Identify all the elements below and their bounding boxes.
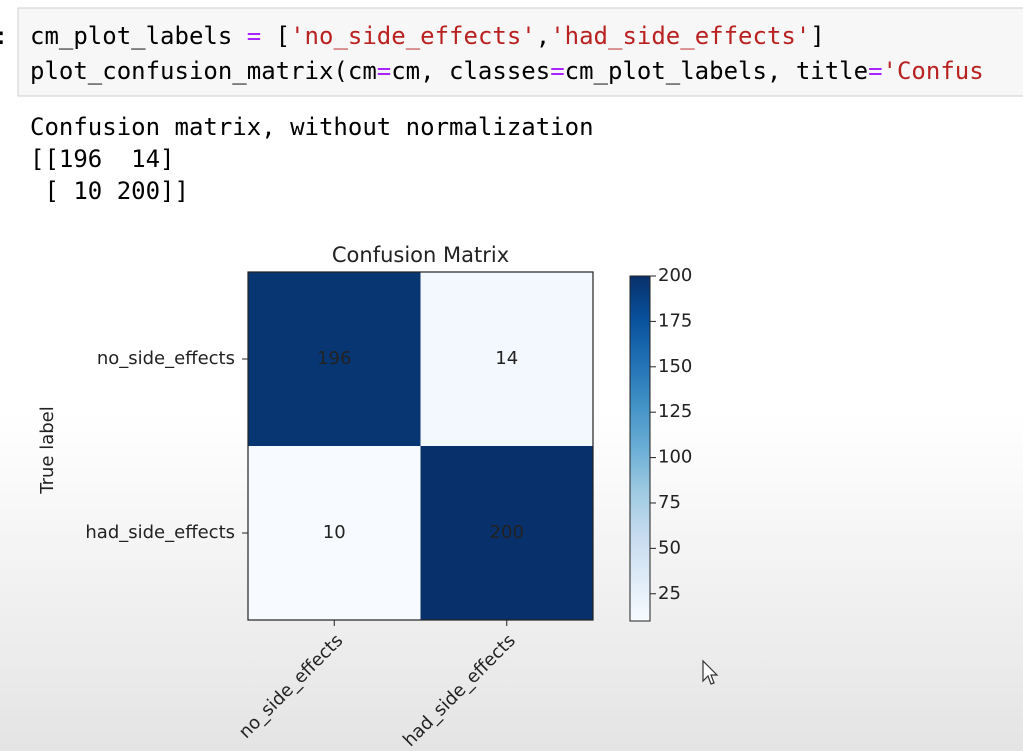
y-tick-label: had_side_effects xyxy=(85,522,235,543)
code-line: cm_plot_labels = ['no_side_effects','had… xyxy=(30,22,825,50)
code-line: plot_confusion_matrix(cm=cm, classes=cm_… xyxy=(30,57,984,85)
code-token: = xyxy=(550,57,564,85)
colorbar-tick-label: 175 xyxy=(658,310,692,331)
output-line: Confusion matrix, without normalization xyxy=(30,113,594,141)
code-token: [ xyxy=(261,22,290,50)
y-axis-label: True label xyxy=(37,406,58,495)
heatmap-cell xyxy=(248,446,421,620)
colorbar-tick-label: 125 xyxy=(658,401,692,422)
y-tick-label: no_side_effects xyxy=(97,348,235,369)
prompt: : xyxy=(0,22,8,50)
cell-label: 196 xyxy=(317,348,351,369)
mouse-cursor xyxy=(702,659,719,685)
output-line: [ 10 200]] xyxy=(30,177,189,205)
code-token: plot_confusion_matrix(cm xyxy=(30,57,377,85)
output-line: [[196 14] xyxy=(30,145,175,173)
output: Confusion matrix, without normalization [… xyxy=(30,113,594,205)
code-token: , xyxy=(536,22,550,50)
code-token: 'Confus xyxy=(883,57,984,85)
axes-frame xyxy=(247,271,594,621)
colorbar-tick-label: 25 xyxy=(658,583,681,604)
code-token: 'no_side_effects' xyxy=(290,22,536,50)
code-token: cm_plot_labels xyxy=(30,22,247,50)
heatmap-cell xyxy=(420,272,593,446)
code: cm_plot_labels = ['no_side_effects','had… xyxy=(30,22,984,85)
heatmap-cell xyxy=(420,446,593,620)
cell-label: 10 xyxy=(323,522,346,543)
colorbar-tick-label: 50 xyxy=(658,537,681,558)
code-token: cm, classes xyxy=(391,57,550,85)
heatmap-cell xyxy=(248,272,421,446)
chart-title: Confusion Matrix xyxy=(332,243,509,267)
code-token: ] xyxy=(810,22,824,50)
code-cell[interactable] xyxy=(17,7,1023,97)
code-token: = xyxy=(377,57,391,85)
cell-label: 14 xyxy=(495,348,518,369)
colorbar-tick-label: 75 xyxy=(658,492,681,513)
code-token: = xyxy=(868,57,882,85)
code-token: cm_plot_labels, title xyxy=(565,57,868,85)
code-token: = xyxy=(247,22,261,50)
colorbar-tick-label: 200 xyxy=(658,265,692,286)
colorbar xyxy=(629,275,651,622)
colorbar-tick-label: 100 xyxy=(658,447,692,468)
colorbar-tick-label: 150 xyxy=(658,356,692,377)
code-token: 'had_side_effects' xyxy=(550,22,810,50)
cell-label: 200 xyxy=(490,522,524,543)
